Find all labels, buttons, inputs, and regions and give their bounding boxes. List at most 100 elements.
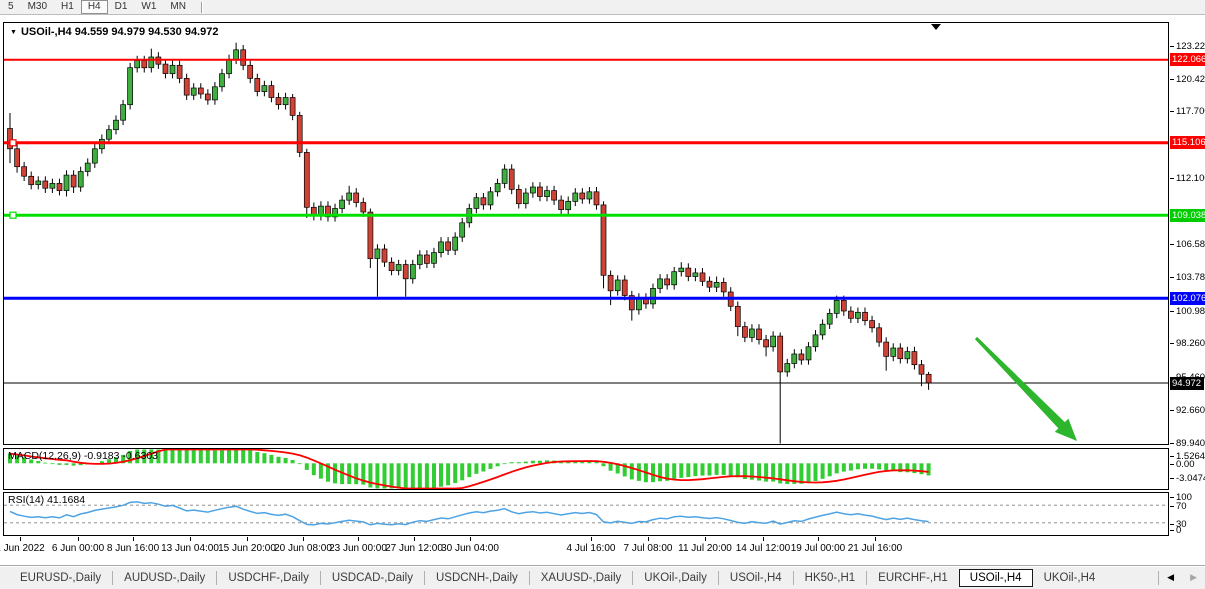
timeframe-button-d1[interactable]: D1 (114, 1, 128, 12)
candle-body (91, 148, 98, 164)
tab-eurusd-daily[interactable]: EURUSD-,Daily (20, 571, 102, 584)
candle-body (501, 168, 508, 184)
price-tick-label: 100.980 (1170, 306, 1205, 317)
tab-usoil-h4[interactable]: USOil-,H4 (729, 571, 782, 584)
rsi-axis-value: 0 (1176, 524, 1182, 536)
tab-eurchf-h1[interactable]: EURCHF-,H1 (878, 571, 948, 584)
tab-usdchf-daily[interactable]: USDCHF-,Daily (228, 571, 309, 584)
candle-body (176, 64, 183, 79)
trend-arrow[interactable] (974, 336, 1077, 441)
tab-hk50-h1[interactable]: HK50-,H1 (804, 571, 856, 584)
timeframe-button-h4[interactable]: H4 (80, 0, 108, 14)
macd-histogram-bar (530, 460, 535, 464)
macd-histogram-bar (877, 463, 882, 470)
macd-histogram-bar (474, 463, 479, 474)
macd-histogram-bar (700, 463, 705, 476)
timeframe-button-m30[interactable]: M30 (27, 1, 48, 12)
candle-body (134, 60, 141, 69)
candle-body (628, 295, 635, 311)
tab-usoil-h4[interactable]: USOil-,H4 (958, 568, 1033, 587)
candle-body (890, 347, 897, 357)
macd-panel[interactable]: MACD(12,26,9) -0.9183 -0.6303 (3, 448, 1169, 490)
tab-usdcad-daily[interactable]: USDCAD-,Daily (331, 571, 413, 584)
macd-histogram-bar (686, 463, 691, 478)
macd-histogram-bar (573, 461, 578, 464)
macd-histogram-bar (354, 463, 359, 485)
macd-histogram-bar (594, 461, 599, 464)
line-handle[interactable] (9, 211, 17, 219)
timeframe-button-mn[interactable]: MN (170, 1, 186, 12)
macd-histogram-bar (184, 449, 189, 464)
macd-histogram-bar (749, 463, 754, 480)
candle-body (876, 327, 882, 343)
tab-scroll-left-icon[interactable]: ◀ (1167, 572, 1175, 582)
chart-shift-marker-icon[interactable] (931, 24, 941, 30)
tick-dash-icon (1170, 310, 1174, 312)
macd-histogram-bar (721, 463, 726, 475)
candle-body (812, 334, 819, 348)
macd-canvas[interactable] (4, 449, 1168, 489)
tab-ukoil-daily[interactable]: UKOil-,Daily (644, 571, 707, 584)
rsi-panel[interactable]: RSI(14) 41.1684 (3, 492, 1169, 536)
macd-histogram-bar (834, 463, 839, 474)
candle-body (720, 282, 727, 293)
macd-histogram-bar (326, 463, 330, 482)
rsi-line (9, 501, 929, 526)
candle-body (70, 174, 77, 188)
macd-axis-value: 1.5264 (1176, 450, 1205, 462)
timeframe-button-5[interactable]: 5 (8, 1, 14, 12)
chart-title-text: USOil-,H4 94.559 94.979 94.530 94.972 (20, 26, 219, 38)
candle-body (409, 264, 416, 280)
macd-histogram-bar (297, 463, 302, 465)
tab-usdcnh-daily[interactable]: USDCNH-,Daily (435, 571, 518, 584)
main-chart-canvas[interactable] (4, 23, 1168, 444)
candle-body (593, 191, 600, 206)
price-tick-label: 92.660 (1170, 405, 1205, 416)
time-label: 15 Jun 20:00 (218, 543, 276, 554)
candle-body (77, 171, 84, 188)
macd-histogram-bar (269, 454, 274, 464)
line-handle[interactable] (9, 139, 17, 147)
candle-body (685, 267, 692, 277)
timeframe-button-w1[interactable]: W1 (141, 1, 157, 12)
candle-body (734, 305, 741, 327)
macd-histogram-bar (382, 463, 387, 489)
macd-histogram-bar (446, 463, 451, 486)
candle-body (925, 373, 932, 384)
candle-body (671, 271, 678, 286)
price-axis[interactable]: 123.220 120.420 117.700 112.100 106.580 103.7… (1170, 22, 1205, 542)
candle-body (275, 97, 282, 106)
chart-dropdown-icon[interactable]: ▼ (10, 29, 17, 36)
price-badge-94.972: 94.972 (1170, 376, 1205, 390)
candle-body (862, 311, 868, 322)
macd-histogram-bar (898, 463, 903, 473)
macd-histogram-bar (714, 463, 719, 475)
macd-histogram-bar (870, 463, 875, 469)
tab-ukoil-h4[interactable]: UKOil-,H4 (1043, 571, 1096, 584)
timeframe-button-h1[interactable]: H1 (61, 1, 74, 12)
candle-body (438, 241, 444, 253)
candle-body (480, 197, 487, 206)
macd-histogram-bar (234, 449, 239, 464)
rsi-canvas[interactable] (4, 493, 1168, 535)
time-tick (705, 537, 706, 541)
candle-body (777, 335, 784, 373)
time-tick (818, 537, 819, 541)
macd-histogram-bar (283, 458, 288, 464)
tick-dash-icon (1170, 244, 1174, 245)
tab-audusd-daily[interactable]: AUDUSD-,Daily (124, 571, 206, 584)
macd-histogram-bar (163, 449, 168, 464)
candle-body (459, 222, 466, 238)
time-axis[interactable]: 1 Jun 2022 6 Jun 00:00 8 Jun 16:00 13 Jun 0… (0, 537, 1205, 561)
main-chart-panel[interactable]: ▼ USOil-,H4 94.559 94.979 94.530 94.972 (3, 22, 1169, 445)
macd-histogram-bar (212, 450, 217, 464)
tab-separator (528, 570, 530, 585)
tab-xauusd-daily[interactable]: XAUUSD-,Daily (540, 571, 622, 584)
macd-histogram-bar (615, 463, 620, 474)
candle-body (381, 248, 388, 263)
macd-histogram-bar (255, 452, 260, 464)
tab-scroll-right-icon[interactable]: ▶ (1190, 572, 1197, 582)
rsi-axis-label: 0 (1170, 525, 1181, 536)
candle-body (346, 192, 353, 201)
macd-histogram-bar (566, 461, 571, 464)
